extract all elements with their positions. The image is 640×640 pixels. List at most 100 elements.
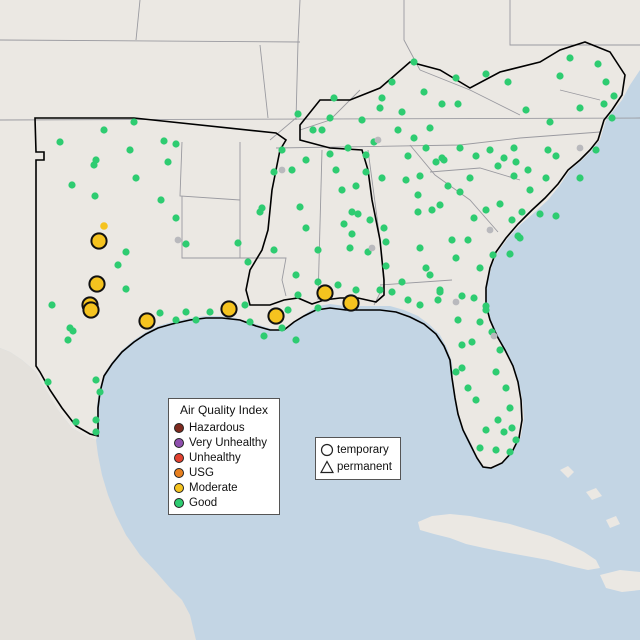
site-marker-good	[314, 246, 322, 254]
site-marker-good	[456, 188, 464, 196]
site-marker-good	[358, 116, 366, 124]
site-marker-good	[164, 158, 172, 166]
study-region-outline	[34, 41, 626, 469]
state-border	[409, 144, 499, 233]
state-border	[0, 39, 301, 43]
state-border	[519, 131, 601, 139]
legend-item-temporary: temporary	[320, 442, 389, 458]
site-marker-good	[388, 288, 396, 296]
site-marker-good	[518, 208, 526, 216]
site-marker-good	[182, 240, 190, 248]
site-marker-good	[284, 306, 292, 314]
cuba-landmass	[418, 514, 600, 570]
site-marker-good	[506, 448, 514, 456]
state-border	[259, 44, 269, 119]
site-marker-good	[92, 376, 100, 384]
site-marker-good	[468, 338, 476, 346]
site-marker-good	[44, 378, 52, 386]
site-marker-good	[508, 216, 516, 224]
site-marker-good	[122, 285, 130, 293]
site-marker-good	[314, 278, 322, 286]
site-marker-good	[309, 126, 317, 134]
site-marker-good	[454, 100, 462, 108]
site-marker-good	[288, 166, 296, 174]
site-marker-good	[96, 388, 104, 396]
site-marker-good	[344, 144, 352, 152]
site-marker-moderate	[342, 294, 360, 312]
site-marker-good	[378, 94, 386, 102]
usg-swatch-icon	[174, 468, 184, 478]
legend-label: Very Unhealthy	[189, 437, 267, 449]
site-marker-good	[156, 309, 164, 317]
site-marker-good	[436, 201, 444, 209]
site-marker-good	[402, 176, 410, 184]
site-marker-good	[602, 78, 610, 86]
site-marker-moderate	[220, 300, 238, 318]
site-marker-good	[464, 236, 472, 244]
site-marker-good	[508, 424, 516, 432]
site-marker-moderate	[138, 312, 156, 330]
site-marker-good	[160, 137, 168, 145]
site-marker-good	[526, 186, 534, 194]
very-unhealthy-swatch-icon	[174, 438, 184, 448]
site-marker-good	[482, 426, 490, 434]
site-marker-good	[352, 182, 360, 190]
site-marker-good	[404, 296, 412, 304]
site-marker-good	[536, 210, 544, 218]
site-marker-good	[436, 286, 444, 294]
site-marker-good	[594, 60, 602, 68]
site-marker-good	[516, 234, 524, 242]
site-marker-good	[444, 182, 452, 190]
site-marker-good	[470, 294, 478, 302]
legend-label: Moderate	[189, 482, 238, 494]
site-marker-good	[64, 336, 72, 344]
site-marker-good	[362, 151, 370, 159]
site-marker-good	[100, 126, 108, 134]
hazardous-swatch-icon	[174, 423, 184, 433]
site-marker-good	[492, 446, 500, 454]
state-border	[295, 0, 301, 121]
site-marker-good	[482, 70, 490, 78]
site-marker-good	[472, 396, 480, 404]
site-marker-good	[458, 341, 466, 349]
site-type-legend: temporary permanent	[315, 437, 401, 480]
site-marker-good	[296, 203, 304, 211]
state-border	[269, 117, 297, 141]
site-marker-good	[600, 100, 608, 108]
site-marker-good	[592, 146, 600, 154]
site-marker-good	[292, 271, 300, 279]
site-marker-good	[452, 254, 460, 262]
legend-item-very-unhealthy: Very Unhealthy	[174, 436, 267, 450]
site-marker-good	[376, 104, 384, 112]
site-marker-good	[246, 318, 254, 326]
site-marker-good	[92, 416, 100, 424]
site-marker-good	[172, 316, 180, 324]
site-marker-good	[260, 332, 268, 340]
state-border	[179, 141, 241, 201]
legend-label: Hazardous	[189, 422, 245, 434]
site-marker-good	[458, 292, 466, 300]
site-marker-good	[48, 301, 56, 309]
site-marker-good	[330, 94, 338, 102]
site-marker-good	[426, 124, 434, 132]
site-marker-good	[398, 278, 406, 286]
site-marker-good	[318, 126, 326, 134]
site-marker-good	[512, 436, 520, 444]
site-marker-moderate	[82, 301, 100, 319]
site-marker-no-data	[368, 244, 376, 252]
site-marker-moderate	[90, 232, 108, 250]
site-marker-good	[334, 281, 342, 289]
state-border	[239, 142, 287, 297]
site-marker-good	[354, 210, 362, 218]
site-marker-good	[496, 346, 504, 354]
site-marker-no-data	[278, 166, 286, 174]
state-border	[559, 89, 601, 101]
good-swatch-icon	[174, 498, 184, 508]
site-marker-good	[610, 92, 618, 100]
site-marker-good	[434, 296, 442, 304]
site-marker-good	[454, 316, 462, 324]
site-marker-good	[241, 301, 249, 309]
legend-item-moderate: Moderate	[174, 481, 238, 495]
site-marker-good	[542, 174, 550, 182]
site-marker-good	[456, 144, 464, 152]
